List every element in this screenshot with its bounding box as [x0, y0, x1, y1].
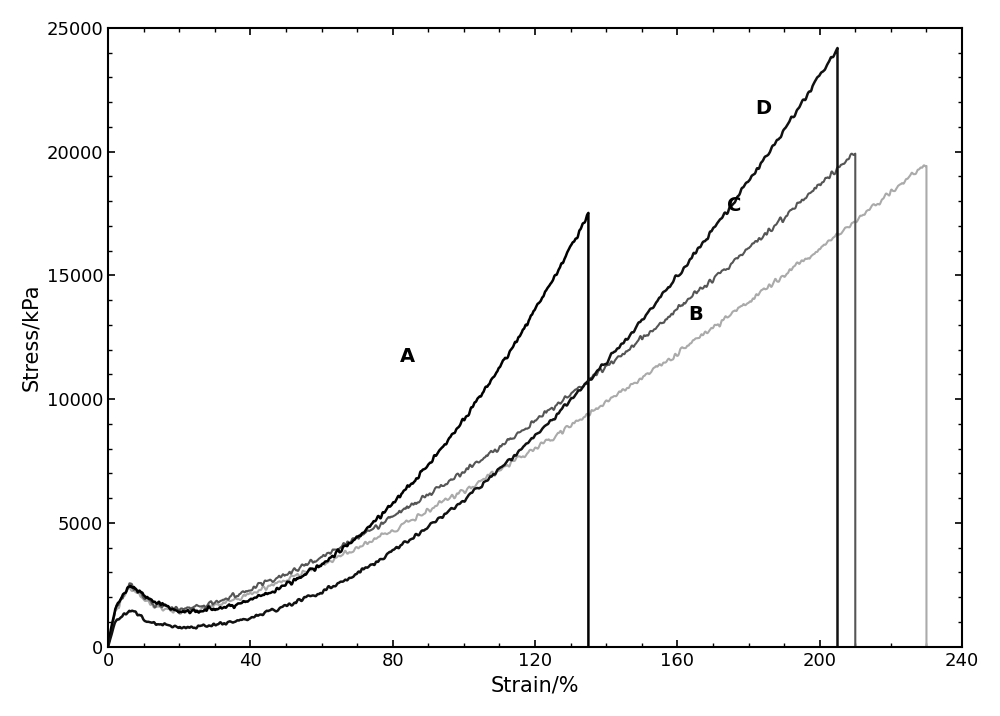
X-axis label: Strain/%: Strain/%	[491, 675, 579, 695]
Text: B: B	[688, 305, 703, 324]
Text: A: A	[400, 347, 415, 366]
Text: D: D	[756, 100, 772, 118]
Y-axis label: Stress/kPa: Stress/kPa	[21, 284, 41, 391]
Text: C: C	[727, 196, 742, 215]
